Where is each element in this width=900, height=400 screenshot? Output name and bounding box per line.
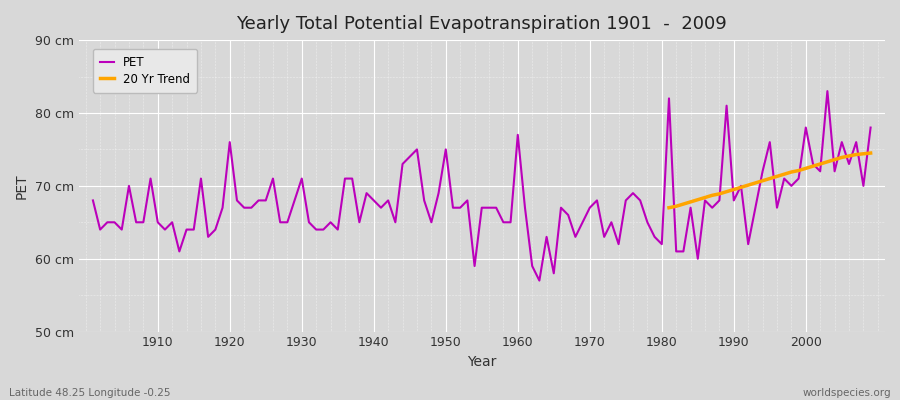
Line: PET: PET [93, 91, 870, 280]
20 Yr Trend [858, 151, 868, 156]
Title: Yearly Total Potential Evapotranspiration 1901  -  2009: Yearly Total Potential Evapotranspiratio… [237, 15, 727, 33]
20 Yr Trend [735, 185, 746, 190]
20 Yr Trend [706, 193, 717, 198]
20 Yr Trend [663, 205, 674, 210]
X-axis label: Year: Year [467, 355, 497, 369]
20 Yr Trend [721, 189, 732, 194]
20 Yr Trend [764, 176, 775, 181]
Line: 20 Yr Trend: 20 Yr Trend [669, 153, 870, 208]
PET [505, 220, 516, 225]
20 Yr Trend [692, 197, 703, 202]
20 Yr Trend [829, 157, 840, 162]
20 Yr Trend [836, 155, 847, 160]
PET [346, 176, 357, 181]
PET [303, 220, 314, 225]
Text: worldspecies.org: worldspecies.org [803, 388, 891, 398]
20 Yr Trend [742, 183, 753, 188]
20 Yr Trend [685, 200, 696, 204]
PET [512, 132, 523, 137]
20 Yr Trend [757, 178, 768, 183]
20 Yr Trend [786, 170, 796, 174]
20 Yr Trend [843, 154, 854, 158]
PET [606, 220, 616, 225]
20 Yr Trend [822, 160, 832, 164]
PET [145, 176, 156, 181]
Legend: PET, 20 Yr Trend: PET, 20 Yr Trend [93, 49, 197, 93]
PET [865, 125, 876, 130]
20 Yr Trend [750, 180, 760, 185]
PET [822, 89, 832, 94]
Text: Latitude 48.25 Longitude -0.25: Latitude 48.25 Longitude -0.25 [9, 388, 170, 398]
20 Yr Trend [728, 187, 739, 192]
20 Yr Trend [850, 152, 861, 157]
20 Yr Trend [670, 204, 681, 209]
PET [534, 278, 544, 283]
20 Yr Trend [807, 164, 818, 168]
20 Yr Trend [793, 168, 804, 173]
20 Yr Trend [800, 166, 811, 171]
20 Yr Trend [678, 202, 688, 206]
20 Yr Trend [778, 172, 789, 176]
20 Yr Trend [814, 162, 825, 166]
PET [87, 198, 98, 203]
20 Yr Trend [699, 195, 710, 200]
20 Yr Trend [865, 151, 876, 156]
20 Yr Trend [714, 192, 724, 196]
Y-axis label: PET: PET [15, 173, 29, 199]
20 Yr Trend [771, 174, 782, 179]
